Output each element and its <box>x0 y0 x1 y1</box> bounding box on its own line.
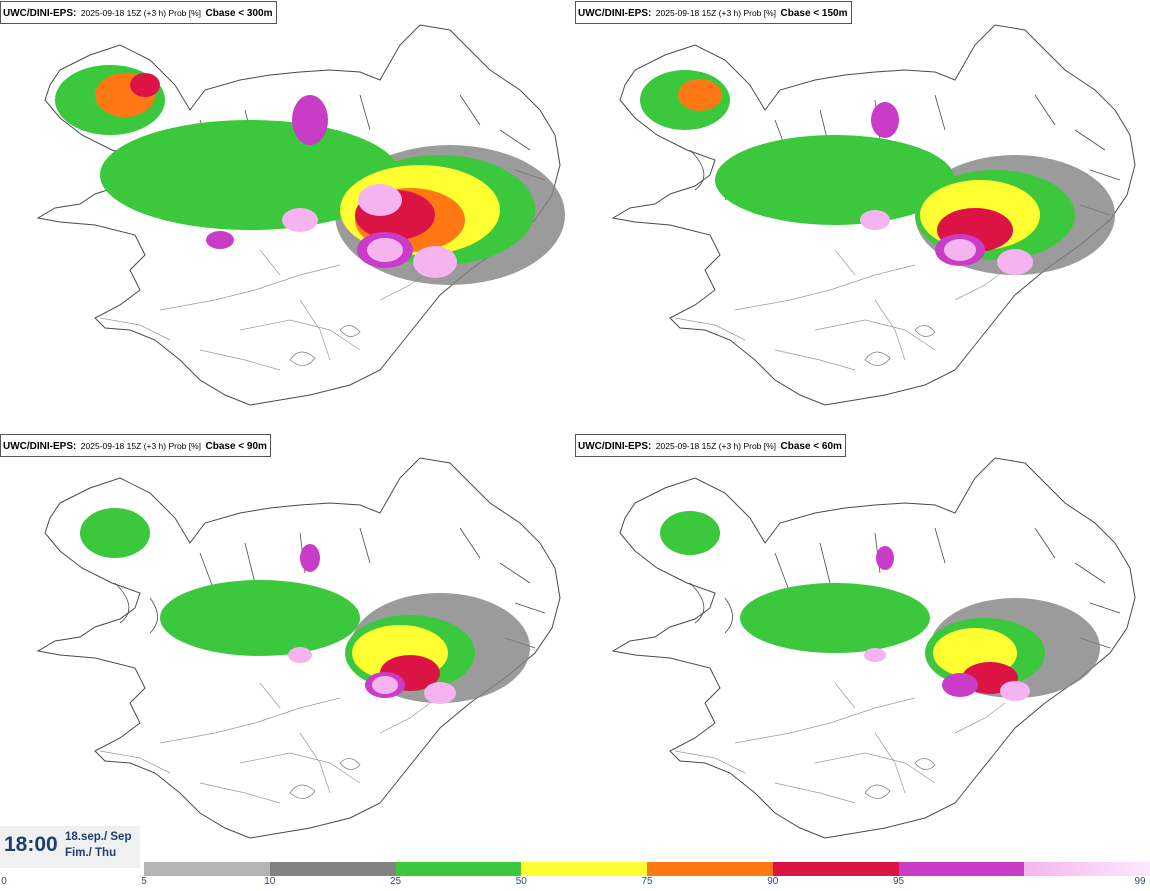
legend-swatch <box>1024 862 1150 876</box>
legend-tick-label: 90 <box>767 876 779 887</box>
run-info: 2025-09-18 15Z (+3 h) Prob [%] <box>655 8 777 18</box>
panel-title: UWC/DINI-EPS: 2025-09-18 15Z (+3 h) Prob… <box>575 1 852 24</box>
map-panel-cbase-60: UWC/DINI-EPS: 2025-09-18 15Z (+3 h) Prob… <box>575 433 1150 866</box>
run-info: 2025-09-18 15Z (+3 h) Prob [%] <box>655 441 777 451</box>
legend-tick-label: 50 <box>515 876 527 887</box>
run-info: 2025-09-18 15Z (+3 h) Prob [%] <box>80 8 202 18</box>
panel-title: UWC/DINI-EPS: 2025-09-18 15Z (+3 h) Prob… <box>0 434 271 457</box>
color-legend-bar <box>144 862 1150 876</box>
variable-name: Cbase < 60m <box>780 441 842 452</box>
map-panel-cbase-300: UWC/DINI-EPS: 2025-09-18 15Z (+3 h) Prob… <box>0 0 575 433</box>
probability-fields <box>640 70 1115 275</box>
valid-date: 18.sep./ Sep <box>65 831 132 843</box>
probability-map <box>37 457 561 839</box>
legend-swatch <box>521 862 647 876</box>
legend-tick-label: 10 <box>264 876 276 887</box>
color-legend-ticks: 0 5 10 25 50 75 90 95 99 <box>0 876 1150 890</box>
legend-tick-label: 95 <box>892 876 905 887</box>
legend-tick-label: 0 <box>1 876 7 887</box>
model-name: UWC/DINI-EPS <box>578 441 648 452</box>
probability-fields <box>660 511 1100 701</box>
probability-fields <box>80 508 530 704</box>
variable-name: Cbase < 90m <box>205 441 267 452</box>
probability-map <box>37 24 565 406</box>
legend-tick-label: 99 <box>1134 876 1146 887</box>
variable-name: Cbase < 150m <box>780 8 848 19</box>
probability-map <box>612 24 1136 406</box>
legend-tick-label: 75 <box>641 876 653 887</box>
valid-time-box: 18:00 18.sep./ Sep Fim./ Thu <box>0 826 140 868</box>
model-name: UWC/DINI-EPS <box>578 8 648 19</box>
legend-swatch <box>395 862 522 876</box>
probability-fields <box>55 65 565 285</box>
panel-title: UWC/DINI-EPS: 2025-09-18 15Z (+3 h) Prob… <box>575 434 846 457</box>
legend-swatch <box>647 862 773 876</box>
legend-tick-label: 5 <box>141 876 147 887</box>
variable-name: Cbase < 300m <box>205 8 273 19</box>
model-name: UWC/DINI-EPS <box>3 8 73 19</box>
legend-swatch <box>269 862 396 876</box>
valid-weekday: Fim./ Thu <box>65 847 117 859</box>
map-panel-cbase-150: UWC/DINI-EPS: 2025-09-18 15Z (+3 h) Prob… <box>575 0 1150 433</box>
valid-time: 18:00 <box>4 833 58 856</box>
legend-tick-label: 25 <box>389 876 402 887</box>
panel-title: UWC/DINI-EPS: 2025-09-18 15Z (+3 h) Prob… <box>0 1 277 24</box>
legend-swatch <box>772 862 899 876</box>
legend-swatch <box>144 862 270 876</box>
map-panel-cbase-90: UWC/DINI-EPS: 2025-09-18 15Z (+3 h) Prob… <box>0 433 575 866</box>
run-info: 2025-09-18 15Z (+3 h) Prob [%] <box>80 441 202 451</box>
probability-map <box>612 457 1136 839</box>
model-name: UWC/DINI-EPS <box>3 441 73 452</box>
legend-swatch <box>898 862 1025 876</box>
